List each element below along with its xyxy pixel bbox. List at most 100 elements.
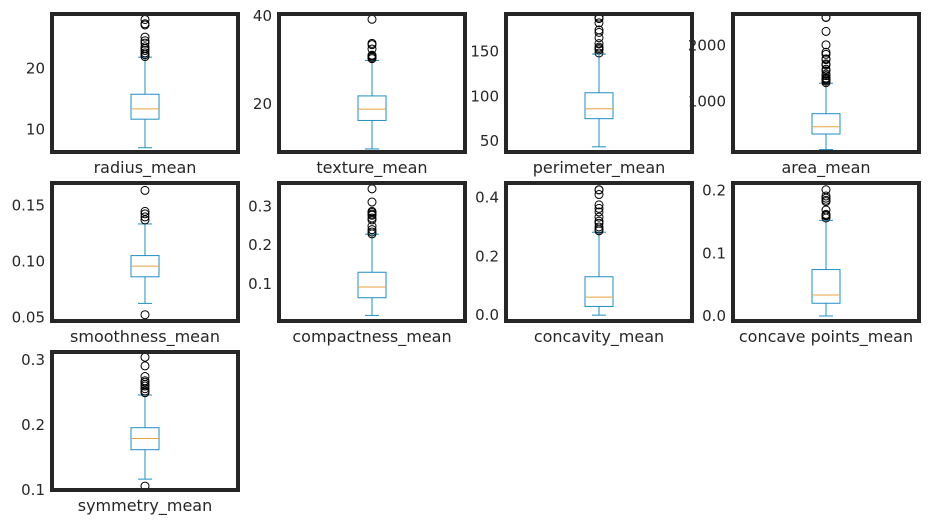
y-tick-label: 150 — [470, 43, 499, 61]
y-tick-label: 0.1 — [248, 275, 272, 293]
axes-frame — [504, 181, 694, 323]
y-tick-label: 1000 — [688, 93, 726, 111]
y-tick-label: 0.10 — [12, 253, 45, 271]
subplot-radius_mean: 10 20 radius_mean — [26, 12, 240, 178]
outlier-point — [821, 69, 831, 79]
axes-frame — [731, 181, 921, 323]
y-tick-label: 10 — [26, 121, 45, 139]
outlier-point — [140, 32, 150, 42]
outlier-point — [594, 200, 604, 210]
subplot-area_mean: 1000 2000 area_mean — [688, 12, 921, 178]
outlier-point — [140, 19, 150, 29]
outlier-point — [594, 216, 604, 226]
y-tick-label: 0.15 — [12, 196, 45, 214]
subplot-concavity_mean: 0.0 0.2 0.4 concavity_mean — [475, 181, 694, 347]
y-tick-label: 40 — [253, 7, 272, 25]
y-tick-label: 0.05 — [12, 309, 45, 327]
outlier-point — [821, 209, 831, 219]
iqr-box — [357, 271, 387, 299]
subplot-perimeter_mean: 50 100 150 perimeter_mean — [470, 12, 694, 178]
outlier-point — [367, 44, 377, 54]
y-tick-label: 0.2 — [21, 416, 45, 434]
y-tick-label: 0.2 — [702, 182, 726, 200]
axes-frame — [277, 181, 467, 323]
y-tick-label: 100 — [470, 87, 499, 105]
outlier-point — [140, 386, 150, 396]
outlier-point — [821, 73, 831, 83]
outlier-point — [594, 222, 604, 232]
x-axis-label: compactness_mean — [292, 327, 451, 347]
outlier-point — [594, 27, 604, 37]
outlier-point — [367, 227, 377, 237]
iqr-box — [811, 113, 841, 135]
y-tick-label: 2000 — [688, 36, 726, 54]
subplot-concave-points_mean: 0.0 0.1 0.2 concave points_mean — [702, 181, 921, 347]
y-tick-label: 0.1 — [21, 481, 45, 499]
x-axis-label: radius_mean — [94, 158, 197, 178]
x-axis-label: concave points_mean — [739, 327, 913, 347]
outlier-point — [594, 185, 604, 195]
outlier-point — [821, 64, 831, 74]
outlier-point — [594, 48, 604, 58]
outlier-point — [140, 215, 150, 225]
y-tick-label: 0.0 — [475, 306, 499, 324]
outlier-point — [140, 376, 150, 386]
outlier-point — [821, 26, 831, 36]
y-tick-label: 50 — [480, 132, 499, 150]
outlier-point — [140, 310, 150, 320]
y-tick-label: 0.3 — [21, 351, 45, 369]
x-axis-label: symmetry_mean — [78, 496, 213, 516]
axes-frame — [50, 12, 240, 154]
y-tick-label: 0.2 — [475, 247, 499, 265]
outlier-point — [594, 42, 604, 52]
outlier-point — [140, 48, 150, 58]
outlier-point — [821, 191, 831, 201]
y-tick-label: 0.2 — [248, 236, 272, 254]
y-tick-label: 20 — [253, 95, 272, 113]
y-tick-label: 0.1 — [702, 244, 726, 262]
iqr-box — [584, 276, 614, 307]
outlier-point — [140, 206, 150, 216]
subplot-texture_mean: 20 40 texture_mean — [253, 7, 467, 178]
axes-frame — [731, 12, 921, 154]
y-tick-label: 0.3 — [248, 197, 272, 215]
outlier-point — [367, 38, 377, 48]
outlier-point — [821, 54, 831, 64]
y-tick-label: 20 — [26, 60, 45, 78]
outlier-point — [140, 361, 150, 371]
axes-frame — [504, 12, 694, 154]
outlier-point — [367, 206, 377, 216]
outlier-point — [821, 59, 831, 69]
subplot-smoothness_mean: 0.05 0.10 0.15 smoothness_mean — [12, 181, 240, 347]
outlier-point — [594, 18, 604, 28]
outlier-point — [140, 185, 150, 195]
outlier-point — [140, 42, 150, 52]
outlier-point — [594, 218, 604, 228]
subplot-symmetry_mean: 0.1 0.2 0.3 symmetry_mean — [21, 350, 240, 516]
outlier-point — [594, 190, 604, 200]
outlier-point — [594, 203, 604, 213]
outlier-point — [594, 207, 604, 217]
outlier-point — [821, 195, 831, 205]
outlier-point — [140, 209, 150, 219]
outlier-point — [821, 40, 831, 50]
outlier-point — [367, 213, 377, 223]
x-axis-label: smoothness_mean — [70, 327, 220, 347]
iqr-box — [584, 92, 614, 120]
outlier-point — [821, 47, 831, 57]
outlier-point — [821, 185, 831, 195]
outlier-point — [367, 50, 377, 60]
outlier-point — [367, 197, 377, 207]
y-tick-label: 0.4 — [475, 189, 499, 207]
axes-frame — [50, 181, 240, 323]
subplot-compactness_mean: 0.1 0.2 0.3 compactness_mean — [248, 181, 467, 347]
x-axis-label: texture_mean — [316, 158, 427, 178]
iqr-box — [130, 93, 160, 120]
x-axis-label: concavity_mean — [534, 327, 664, 347]
outlier-point — [594, 212, 604, 222]
iqr-box — [357, 95, 387, 121]
outlier-point — [140, 36, 150, 46]
outlier-point — [594, 25, 604, 35]
axes-frame — [50, 350, 240, 492]
